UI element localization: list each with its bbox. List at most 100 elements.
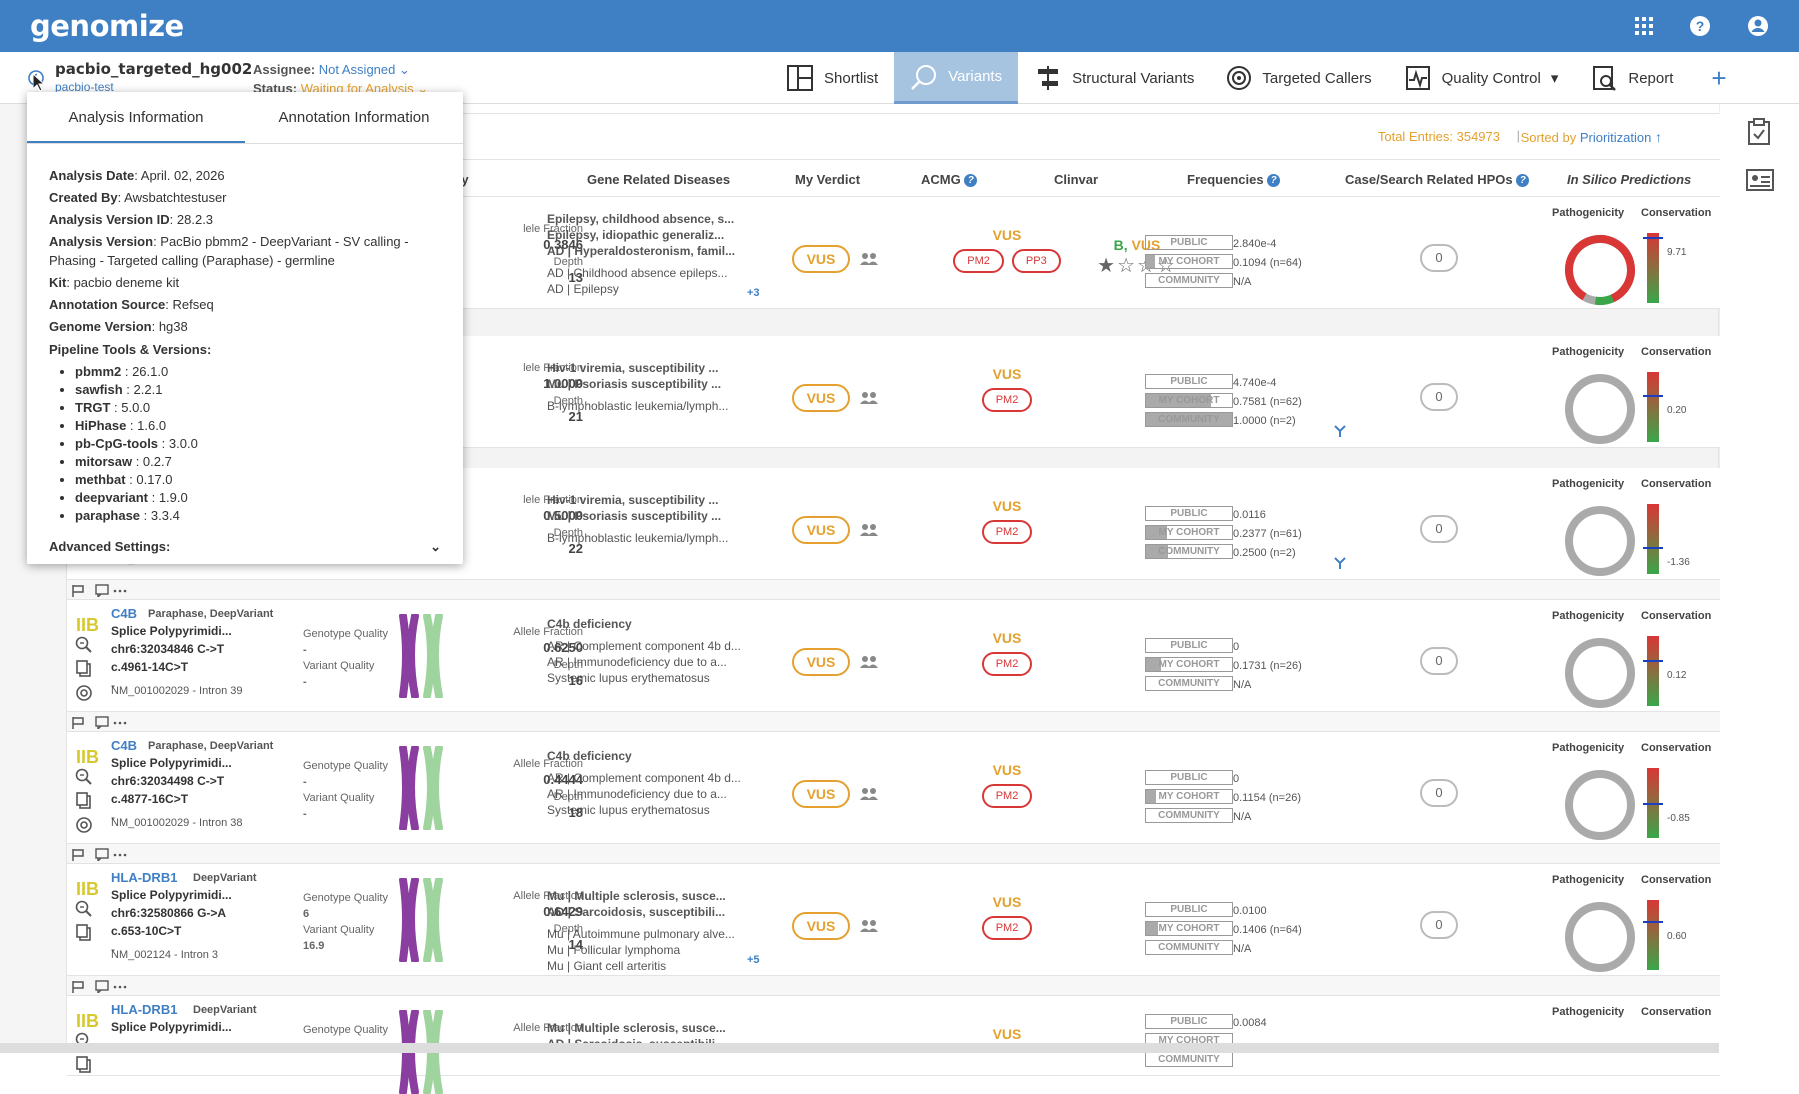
gene-related-diseases[interactable]: C4b deficiency AR | Complement component … — [547, 616, 767, 686]
tab-shortlist[interactable]: Shortlist — [770, 52, 894, 104]
user-account-icon[interactable] — [1747, 15, 1769, 37]
freq-cohort-badge[interactable]: MY COHORT — [1145, 789, 1233, 804]
col-hpos[interactable]: Case/Search Related HPOs ? — [1345, 172, 1530, 188]
gene-related-diseases[interactable]: Mu | Multiple sclerosis, susce... AD | Sa… — [547, 888, 767, 974]
gene-link[interactable]: HLA-DRB1 — [111, 870, 178, 885]
table-row[interactable]: IIB HLA-DRB1 DeepVariant Splice Polypyrimid… — [67, 864, 1720, 976]
hpo-count-button[interactable]: 0 — [1420, 515, 1458, 543]
col-frequencies[interactable]: Frequencies ? — [1187, 172, 1281, 188]
gene-link[interactable]: C4B — [111, 738, 138, 753]
hpo-count-button[interactable]: 0 — [1420, 244, 1458, 272]
tab-report[interactable]: Report — [1574, 52, 1689, 104]
variant-hgvsg[interactable]: chr6:32034498 C->T — [111, 774, 225, 788]
disease-item[interactable]: B-lymphoblastic leukemia/lymph... — [547, 531, 729, 545]
pathogenicity-donut[interactable] — [1563, 900, 1637, 974]
verdict-button[interactable]: VUS — [792, 384, 850, 412]
pathogenicity-donut[interactable] — [1563, 372, 1637, 446]
freq-community-badge[interactable]: COMMUNITY — [1145, 676, 1233, 691]
group-verdict-icon[interactable] — [860, 919, 878, 933]
pathogenicity-donut[interactable] — [1563, 504, 1637, 578]
disease-bold[interactable]: AD | Hyperaldosteronism, famil... — [547, 244, 736, 258]
disease-item[interactable]: AD | Childhood absence epileps... — [547, 266, 728, 280]
acmg-criterion-badge[interactable]: PM2 — [981, 652, 1033, 676]
disease-item[interactable]: Systemic lupus erythematosus — [547, 671, 710, 685]
copy-icon[interactable] — [75, 924, 93, 942]
conservation-bar[interactable] — [1647, 233, 1659, 303]
freq-cohort-badge[interactable]: MY COHORT — [1145, 393, 1233, 408]
disease-item[interactable]: Mu | Giant cell arteritis — [547, 959, 667, 973]
verdict-button[interactable]: VUS — [792, 780, 850, 808]
acmg-criterion-badge[interactable]: PP3 — [1011, 249, 1061, 273]
tab-annotation-information[interactable]: Annotation Information — [278, 109, 430, 126]
more-icon[interactable] — [113, 980, 127, 993]
acmg-criterion-badge[interactable]: PM2 — [953, 249, 1004, 273]
verdict-button[interactable]: VUS — [792, 516, 850, 544]
merge-icon[interactable] — [1333, 556, 1347, 570]
tab-targeted-callers[interactable]: Targeted Callers — [1210, 52, 1387, 104]
comment-icon[interactable] — [95, 584, 109, 597]
pathogenicity-donut[interactable] — [1563, 768, 1637, 842]
freq-public-badge[interactable]: PUBLIC — [1145, 902, 1233, 917]
chevron-down-icon[interactable]: ⌄ — [417, 81, 429, 96]
team-link[interactable]: pacbio-test — [55, 80, 114, 94]
flag-icon[interactable] — [71, 584, 85, 597]
tab-quality-control[interactable]: Quality Control ▾ — [1388, 52, 1575, 104]
advanced-settings-toggle[interactable]: Advanced Settings: ⌄ — [49, 539, 441, 554]
freq-cohort-badge[interactable]: MY COHORT — [1145, 525, 1233, 540]
chevron-down-icon[interactable]: ⌄ — [430, 539, 441, 554]
disease-item[interactable]: B-lymphoblastic leukemia/lymph... — [547, 399, 729, 413]
patient-card-icon[interactable] — [1746, 168, 1774, 195]
col-clinvar[interactable]: Clinvar — [1054, 172, 1099, 187]
freq-community-badge[interactable]: COMMUNITY — [1145, 940, 1233, 955]
disease-item[interactable]: Mu | Follicular lymphoma — [547, 943, 681, 957]
disease-item[interactable]: AD | Epilepsy — [547, 282, 619, 296]
more-icon[interactable] — [113, 584, 127, 597]
help-icon[interactable]: ? — [1267, 174, 1281, 188]
disease-item[interactable]: Systemic lupus erythematosus — [547, 803, 710, 817]
freq-community-badge[interactable]: COMMUNITY — [1145, 1052, 1233, 1067]
col-acmg[interactable]: ACMG ? — [921, 172, 978, 188]
tab-analysis-information[interactable]: Analysis Information — [27, 92, 245, 143]
gene-link[interactable]: C4B — [111, 606, 138, 621]
target-icon[interactable] — [75, 816, 93, 834]
acmg-criterion-badge[interactable]: PM2 — [981, 520, 1033, 544]
variant-hgvsg[interactable]: chr6:32034846 C->T — [111, 642, 225, 656]
hpo-count-button[interactable]: 0 — [1420, 647, 1458, 675]
disease-item[interactable]: AR | Immunodeficiency due to a... — [547, 655, 727, 669]
col-my-verdict[interactable]: My Verdict — [795, 172, 861, 187]
group-verdict-icon[interactable] — [860, 655, 878, 669]
app-logo[interactable]: genomize — [30, 9, 184, 43]
freq-public-badge[interactable]: PUBLIC — [1145, 374, 1233, 389]
disease-bold[interactable]: Hiv-1 viremia, susceptibility ... — [547, 361, 719, 375]
disease-bold[interactable]: Mu | Psoriasis susceptibility ... — [547, 509, 722, 523]
disease-bold[interactable]: C4b deficiency — [547, 617, 632, 631]
comment-icon[interactable] — [95, 848, 109, 861]
help-icon[interactable]: ? — [1516, 174, 1530, 188]
disease-bold[interactable]: Hiv-1 viremia, susceptibility ... — [547, 493, 719, 507]
copy-icon[interactable] — [75, 1056, 93, 1074]
group-verdict-icon[interactable] — [860, 391, 878, 405]
hpo-count-button[interactable]: 0 — [1420, 911, 1458, 939]
conservation-bar[interactable] — [1647, 504, 1659, 574]
checklist-icon[interactable] — [1746, 118, 1772, 149]
flag-icon[interactable] — [71, 848, 85, 861]
disease-bold[interactable]: Mu | Multiple sclerosis, susce... — [547, 1021, 726, 1035]
freq-public-badge[interactable]: PUBLIC — [1145, 506, 1233, 521]
freq-cohort-badge[interactable]: MY COHORT — [1145, 657, 1233, 672]
horizontal-scrollbar[interactable] — [0, 1043, 1719, 1053]
gene-related-diseases[interactable]: C4b deficiency AR | Complement component … — [547, 748, 767, 818]
disease-item[interactable]: AR | Complement component 4b d... — [547, 771, 741, 785]
zoom-icon[interactable] — [75, 636, 93, 654]
acmg-criterion-badge[interactable]: PM2 — [981, 784, 1033, 808]
hpo-count-button[interactable]: 0 — [1420, 383, 1458, 411]
more-icon[interactable] — [113, 716, 127, 729]
verdict-button[interactable]: VUS — [792, 648, 850, 676]
gene-related-diseases[interactable]: Hiv-1 viremia, susceptibility ... Mu | Ps… — [547, 360, 767, 414]
verdict-button[interactable]: VUS — [792, 912, 850, 940]
col-gene-related-diseases[interactable]: Gene Related Diseases — [587, 172, 731, 187]
freq-public-badge[interactable]: PUBLIC — [1145, 770, 1233, 785]
copy-icon[interactable] — [75, 792, 93, 810]
gene-related-diseases[interactable]: Epilepsy, childhood absence, s... Epileps… — [547, 211, 767, 297]
disease-item[interactable]: Mu | Autoimmune pulmonary alve... — [547, 927, 735, 941]
tab-structural-variants[interactable]: Structural Variants — [1018, 52, 1210, 104]
